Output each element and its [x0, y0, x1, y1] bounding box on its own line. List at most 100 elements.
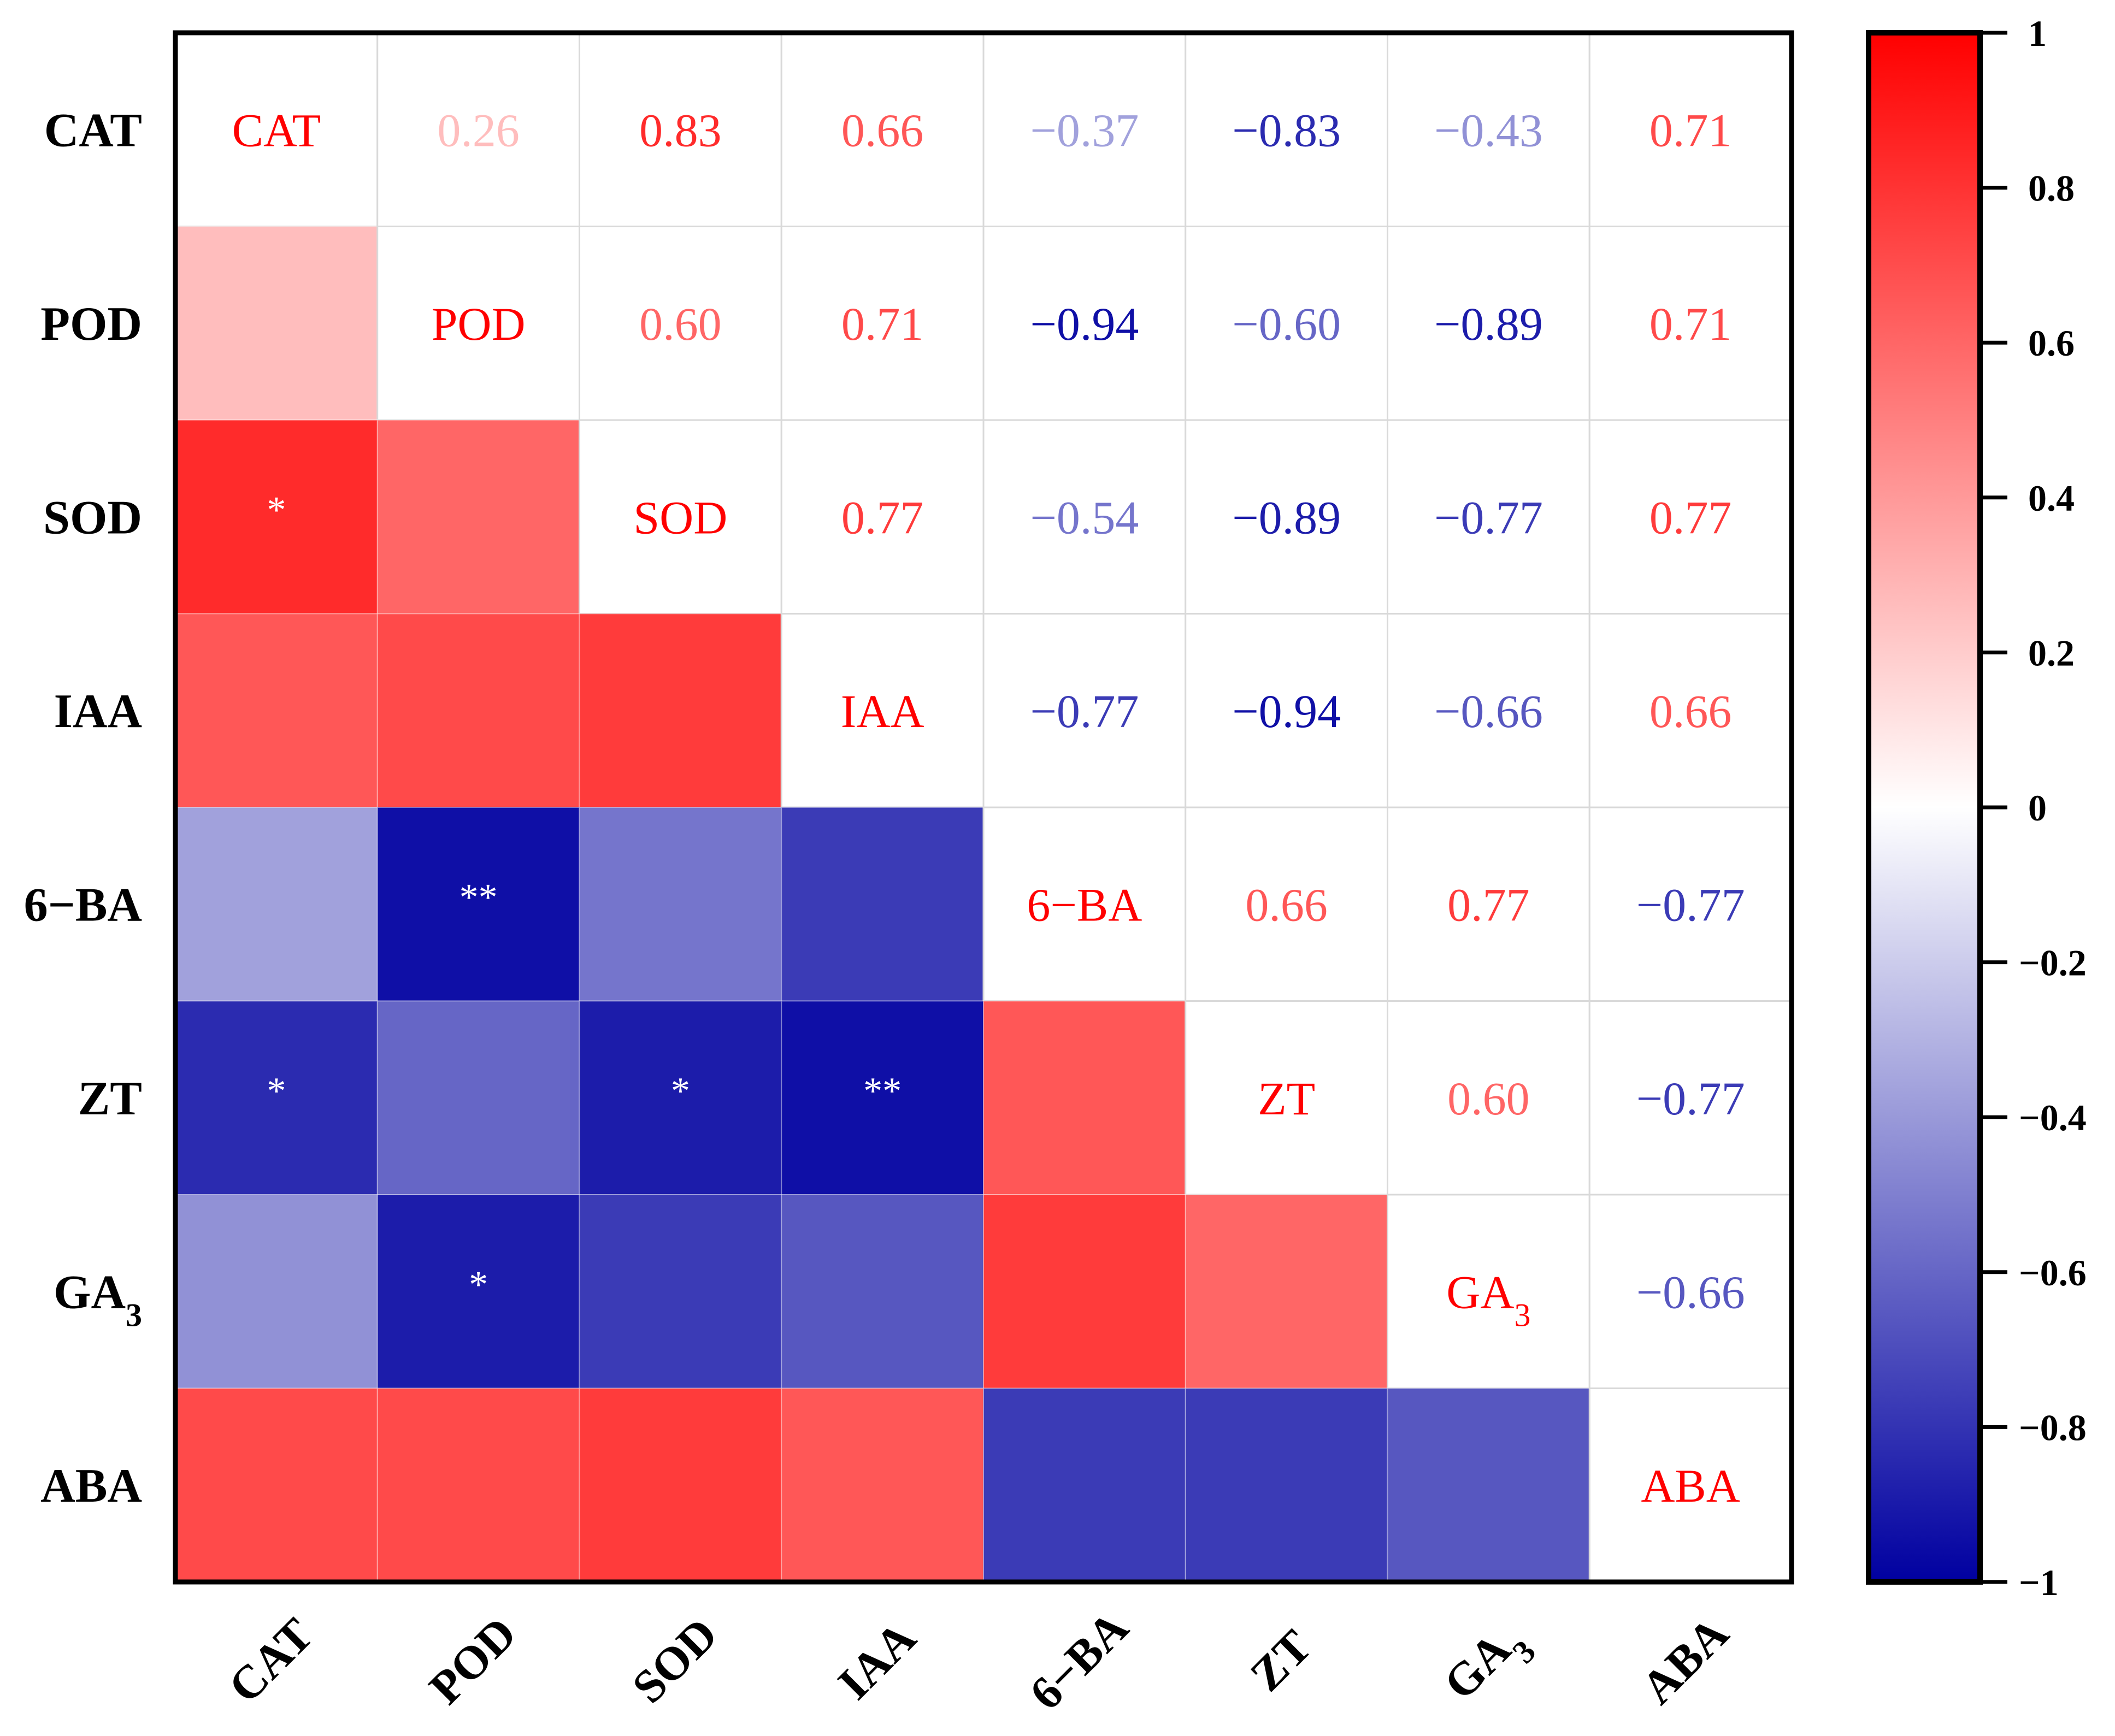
cell-SOD-POD [376, 420, 580, 615]
cell-6-BA-GA3 [1387, 806, 1590, 1002]
row-label: 6−BA [24, 878, 142, 931]
cell-GA3-ABA [1588, 1194, 1793, 1389]
cell-POD-ABA [1588, 226, 1793, 421]
cell-ABA-POD [376, 1387, 580, 1583]
cell-6-BA-6-BA [982, 806, 1187, 1002]
cell-POD-ZT [1185, 226, 1388, 421]
significance-mark: * [267, 1070, 286, 1112]
cell-SOD-SOD [579, 419, 782, 615]
colorbar-gradient [1866, 30, 1983, 1585]
column-labels: CAT POD SOD IAA 6−BA ZT GA3 ABA [218, 1601, 1738, 1720]
diagonal-label: POD [432, 298, 526, 350]
diagonal-label: CAT [232, 104, 321, 156]
cell-GA3-GA3 [1387, 1194, 1590, 1389]
colorbar: 1 0.8 0.6 0.4 0.2 0 −0.2 −0.4 −0.6 −0.8 −1 [1866, 13, 2087, 1603]
cell-IAA-POD [376, 613, 580, 808]
cell-CAT-CAT [174, 32, 379, 227]
correlation-value: 0.71 [1649, 104, 1732, 156]
column-label: 6−BA [1020, 1601, 1138, 1720]
column-label: POD [419, 1607, 526, 1714]
cell-ZT-IAA [781, 1000, 984, 1195]
cell-IAA-CAT [175, 613, 378, 808]
cell-6-BA-IAA [781, 807, 984, 1002]
diagonal-label: ABA [1641, 1460, 1740, 1512]
cell-ABA-ABA [1588, 1387, 1793, 1583]
colorbar-tick-label: 0.4 [2028, 477, 2075, 519]
colorbar-tick-label: 0.8 [2028, 168, 2075, 209]
cell-POD-GA3 [1387, 226, 1590, 421]
correlation-value: 0.66 [1649, 685, 1732, 737]
cell-CAT-6-BA [982, 32, 1187, 227]
correlation-value: 0.83 [639, 104, 722, 156]
cell-6-BA-CAT [175, 807, 378, 1002]
diagonal-label: SOD [633, 491, 727, 544]
correlation-value: 0.77 [1447, 878, 1530, 931]
column-label: IAA [828, 1611, 926, 1709]
colorbar-tick-label: 0.2 [2028, 632, 2075, 674]
colorbar-tick-label: 0 [2028, 787, 2047, 829]
cell-GA3-6-BA [983, 1194, 1186, 1389]
row-label: IAA [54, 685, 142, 738]
cell-POD-CAT [175, 226, 378, 421]
column-label: CAT [218, 1608, 323, 1713]
cell-CAT-POD [376, 32, 580, 227]
cell-GA3-POD [376, 1194, 580, 1389]
correlation-value: 0.60 [639, 298, 722, 350]
correlation-value: −0.83 [1232, 104, 1341, 156]
cell-GA3-SOD [579, 1194, 782, 1389]
cell-6-BA-POD [376, 807, 580, 1002]
cell-ABA-ZT [1185, 1387, 1388, 1583]
correlation-value: −0.54 [1030, 491, 1139, 544]
correlation-value: −0.94 [1232, 685, 1341, 737]
significance-mark: ** [459, 876, 498, 918]
correlation-value: −0.77 [1636, 1072, 1745, 1125]
diagonal-label: 6−BA [1027, 878, 1142, 931]
correlation-value: 0.66 [841, 104, 924, 156]
cell-IAA-SOD [579, 613, 782, 808]
correlation-value: 0.77 [1649, 491, 1732, 544]
cell-ZT-ZT [1185, 1000, 1388, 1196]
column-label: ZT [1240, 1620, 1322, 1701]
cell-ZT-GA3 [1387, 1000, 1590, 1196]
colorbar-tick-label: −0.2 [2019, 942, 2087, 984]
cell-ABA-GA3 [1387, 1387, 1590, 1583]
cell-ABA-CAT [175, 1387, 378, 1583]
correlation-value: −0.37 [1030, 104, 1139, 156]
cell-GA3-ZT [1185, 1194, 1388, 1389]
cell-IAA-ABA [1588, 613, 1793, 808]
significance-mark: ** [863, 1070, 902, 1112]
cell-POD-SOD [579, 226, 782, 421]
cell-ABA-6-BA [983, 1387, 1186, 1583]
cell-POD-6-BA [982, 226, 1187, 421]
cell-SOD-IAA [780, 419, 985, 615]
correlation-value: 0.71 [1649, 298, 1732, 350]
correlation-value: −0.94 [1030, 298, 1139, 350]
cell-IAA-IAA [780, 613, 985, 808]
colorbar-tick-label: −1 [2019, 1562, 2059, 1603]
cell-ZT-SOD [579, 1000, 782, 1195]
correlation-value: −0.66 [1636, 1266, 1745, 1318]
correlation-value: 0.60 [1447, 1072, 1530, 1125]
column-label: SOD [622, 1608, 727, 1713]
colorbar-tick-label: −0.8 [2019, 1407, 2087, 1448]
cell-SOD-ABA [1588, 419, 1793, 615]
correlation-value: 0.71 [841, 298, 924, 350]
cell-6-BA-SOD [579, 807, 782, 1002]
correlation-value: −0.77 [1434, 491, 1543, 544]
row-label: ABA [40, 1460, 142, 1513]
cell-IAA-ZT [1185, 613, 1388, 808]
cell-ZT-6-BA [983, 1000, 1186, 1195]
cell-ZT-POD [376, 1000, 580, 1195]
correlation-value: −0.77 [1030, 685, 1139, 737]
cell-SOD-GA3 [1387, 419, 1590, 615]
correlation-value: 0.66 [1245, 878, 1328, 931]
correlation-value: 0.26 [437, 104, 520, 156]
row-labels: CAT POD SOD IAA 6−BA ZT GA3 ABA [24, 104, 142, 1513]
colorbar-tick-label: −0.6 [2019, 1252, 2087, 1294]
cell-SOD-ZT [1185, 419, 1388, 615]
significance-mark: * [671, 1070, 690, 1112]
correlation-value: −0.89 [1232, 491, 1341, 544]
correlation-value: −0.66 [1434, 685, 1543, 737]
row-label: POD [40, 298, 142, 351]
